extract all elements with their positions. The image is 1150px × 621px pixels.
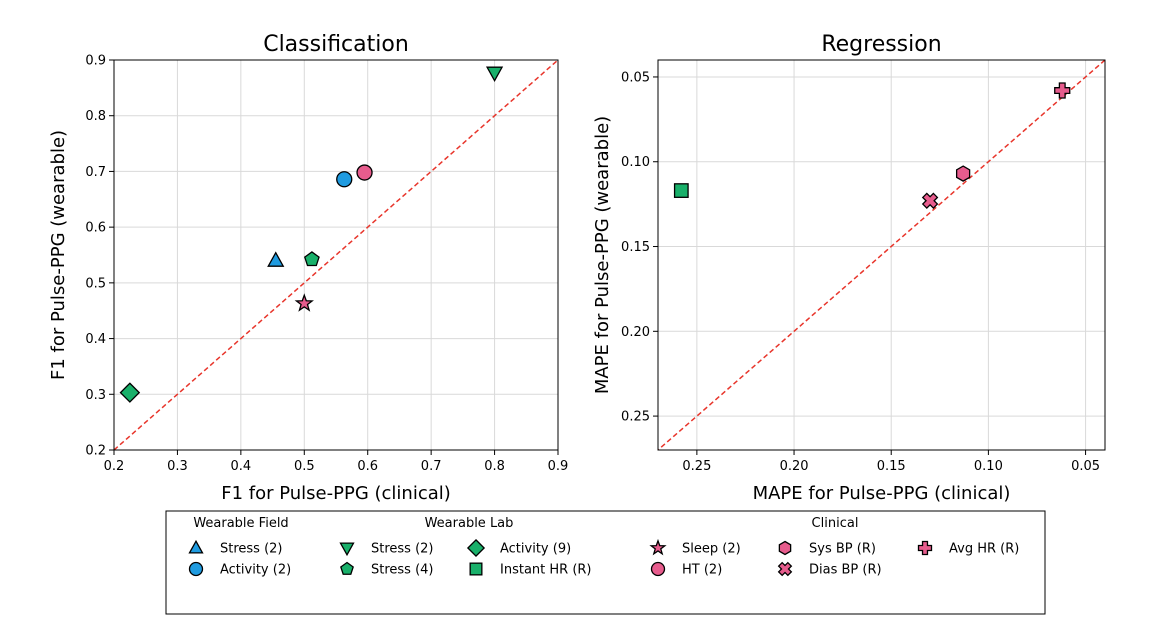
legend-label: Instant HR (R)	[500, 563, 592, 578]
legend-entry: Stress (2)	[339, 542, 434, 557]
x-tick-label: 0.25	[682, 459, 711, 474]
legend-marker-square	[469, 562, 483, 576]
data-points	[673, 82, 1071, 209]
legend-marker-triangle-down	[339, 542, 355, 557]
legend-marker-plus	[917, 540, 933, 556]
x-tick-label: 0.20	[780, 459, 809, 474]
legend-group-title: Wearable Field	[193, 516, 288, 531]
diagonal-reference-line	[114, 60, 558, 450]
x-tick-label: 0.2	[104, 459, 125, 474]
legend-marker-triangle-up	[188, 539, 204, 554]
data-point-square	[673, 183, 689, 198]
y-tick-label: 0.3	[85, 388, 106, 403]
y-axis-label: F1 for Pulse-PPG (wearable)	[48, 130, 69, 380]
legend-entry: Activity (2)	[188, 561, 291, 578]
legend-label: Sleep (2)	[682, 542, 741, 557]
legend-entry: Sys BP (R)	[778, 540, 876, 557]
y-tick-label: 0.4	[85, 332, 106, 347]
data-point-hexagon	[955, 165, 971, 182]
classification-chart: 0.2 0.3 0.4 0.5 0.6 0.7 0.8 0.9 0.2 0.3 0.4 0.5 0.6 0…	[48, 32, 568, 504]
data-point-plus	[1054, 82, 1071, 99]
legend-label: Activity (9)	[500, 542, 571, 557]
legend-entry: Activity (9)	[466, 538, 571, 558]
y-tick-label: 0.2	[85, 444, 106, 459]
legend-entry: Sleep (2)	[649, 538, 741, 557]
data-point-circle	[336, 171, 353, 188]
data-point-x-cross	[921, 192, 939, 209]
x-axis-label: MAPE for Pulse-PPG (clinical)	[753, 483, 1011, 504]
y-tick-label: 0.5	[85, 276, 106, 291]
y-tick-label: 0.20	[621, 325, 650, 340]
legend-marker-circle	[650, 561, 666, 577]
x-axis-label: F1 for Pulse-PPG (clinical)	[221, 483, 451, 504]
legend-entry: Avg HR (R)	[917, 540, 1019, 557]
legend-entry: Stress (4)	[340, 561, 434, 578]
legend: Wearable Field Wearable Lab Clinical Stress…	[165, 510, 1046, 615]
data-points	[119, 66, 504, 403]
legend-marker-diamond	[466, 538, 486, 558]
y-tick-label: 0.8	[85, 109, 106, 124]
legend-label: Activity (2)	[220, 563, 291, 578]
legend-marker-hexagon	[778, 540, 792, 556]
legend-box	[165, 510, 1046, 615]
legend-marker-pentagon	[340, 561, 354, 575]
legend-marker-x-cross	[777, 561, 793, 577]
x-tick-label: 0.05	[1071, 459, 1100, 474]
legend-group-title: Clinical	[812, 516, 859, 531]
chart-title: Regression	[821, 32, 941, 57]
data-point-diamond	[119, 382, 141, 403]
data-point-pentagon	[303, 251, 320, 267]
legend-label: Stress (4)	[371, 563, 434, 578]
x-tick-label: 0.7	[421, 459, 442, 474]
x-tick-label: 0.6	[357, 459, 378, 474]
x-tick-label: 0.4	[231, 459, 252, 474]
x-tick-label: 0.9	[548, 459, 569, 474]
plot-frame	[657, 59, 1106, 451]
legend-entry: Dias BP (R)	[777, 561, 882, 578]
grid	[658, 60, 1105, 450]
x-tick-label: 0.15	[877, 459, 906, 474]
y-tick-label: 0.15	[621, 240, 650, 255]
legend-label: Sys BP (R)	[809, 542, 876, 557]
chart-title: Classification	[263, 32, 409, 57]
x-tick-label: 0.8	[484, 459, 505, 474]
data-point-circle	[356, 164, 373, 181]
diagonal-reference-line	[658, 60, 1105, 450]
x-tick-label: 0.3	[167, 459, 188, 474]
legend-label: Avg HR (R)	[949, 542, 1019, 557]
legend-entry: HT (2)	[650, 561, 722, 578]
y-tick-label: 0.05	[621, 70, 650, 85]
y-tick-label: 0.25	[621, 410, 650, 425]
data-point-star	[294, 293, 314, 312]
y-tick-label: 0.10	[621, 155, 650, 170]
legend-label: Stress (2)	[220, 542, 283, 557]
legend-group-title: Wearable Lab	[425, 516, 514, 531]
x-tick-label: 0.5	[294, 459, 315, 474]
legend-label: Dias BP (R)	[809, 563, 882, 578]
x-tick-label: 0.10	[974, 459, 1003, 474]
legend-entry: Instant HR (R)	[469, 562, 592, 578]
legend-marker-circle	[188, 561, 204, 577]
legend-label: Stress (2)	[371, 542, 434, 557]
legend-entry: Stress (2)	[188, 539, 283, 557]
y-tick-label: 0.9	[85, 54, 106, 69]
grid	[113, 59, 559, 451]
regression-chart: 0.25 0.20 0.15 0.10 0.05 0.05 0.10 0.15 0.20 0.25…	[592, 32, 1106, 504]
data-point-triangle-down	[485, 66, 504, 83]
legend-marker-star	[649, 538, 667, 556]
plot-frame	[113, 59, 559, 451]
y-tick-label: 0.6	[85, 221, 106, 236]
y-tick-label: 0.7	[85, 165, 106, 180]
y-axis-label: MAPE for Pulse-PPG (wearable)	[592, 116, 613, 394]
legend-label: HT (2)	[682, 563, 722, 578]
data-point-triangle-up	[267, 251, 285, 267]
